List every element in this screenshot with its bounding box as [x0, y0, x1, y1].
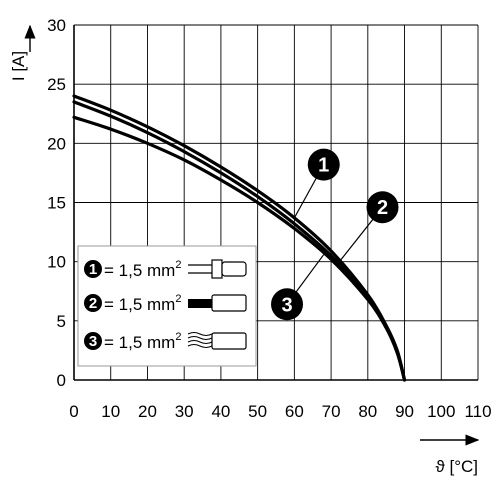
ferrule-without-collar-icon [188, 294, 247, 312]
y-tick-label-0: 0 [57, 371, 66, 390]
legend-badge-1-label: 1 [89, 261, 97, 278]
legend-item-1: 1 = 1,5 mm2 [84, 259, 247, 280]
legend-item-3-text: = 1,5 mm2 [104, 331, 181, 352]
x-tick-label-50: 50 [248, 402, 267, 421]
stranded-wire-icon [187, 332, 247, 350]
x-tick-label-0: 0 [69, 402, 78, 421]
x-tick-label-30: 30 [175, 402, 194, 421]
legend-badge-3-label: 3 [89, 333, 97, 350]
x-tick-label-70: 70 [322, 402, 341, 421]
x-tick-label-80: 80 [358, 402, 377, 421]
legend-item-1-text: = 1,5 mm2 [104, 259, 181, 280]
legend-item-3: 3 = 1,5 mm2 [84, 331, 247, 352]
tick-labels: 0 10 20 30 40 50 60 70 80 90 100 110 0 5 10 15 20 25 30 [47, 16, 491, 421]
y-tick-label-15: 15 [47, 194, 66, 213]
ferrule-with-plastic-collar-icon [188, 259, 247, 279]
y-tick-label-20: 20 [47, 134, 66, 153]
callout-label-1: 1 [318, 155, 329, 177]
callout-badge-1 [307, 148, 340, 181]
y-axis-label: I [A] [9, 51, 28, 81]
y-tick-label-10: 10 [47, 253, 66, 272]
legend-badge-2 [84, 294, 102, 312]
legend-item-2: 2 = 1,5 mm2 [84, 293, 247, 314]
legend-item-2-text: = 1,5 mm2 [104, 293, 181, 314]
legend: 1 = 1,5 mm2 2 = 1,5 mm2 3 [77, 245, 257, 367]
x-tick-label-20: 20 [138, 402, 157, 421]
x-tick-label-110: 110 [464, 402, 491, 421]
x-tick-label-60: 60 [285, 402, 304, 421]
grid [73, 24, 479, 381]
callouts: 1 2 3 [271, 148, 399, 321]
callout-badge-3 [271, 288, 304, 321]
callout-label-3: 3 [281, 294, 292, 316]
x-tick-label-40: 40 [211, 402, 230, 421]
x-tick-label-90: 90 [395, 402, 414, 421]
legend-badge-2-label: 2 [89, 295, 97, 312]
x-axis-label: ϑ [°C] [435, 457, 478, 476]
legend-badge-1 [84, 260, 102, 278]
series-line-3 [72, 115, 407, 382]
callout-badge-2 [366, 191, 399, 224]
y-tick-label-25: 25 [47, 75, 66, 94]
y-tick-label-5: 5 [57, 312, 66, 331]
legend-badge-3 [84, 332, 102, 350]
curves [72, 94, 407, 382]
callout-label-2: 2 [377, 197, 388, 219]
y-tick-label-30: 30 [47, 16, 66, 35]
x-tick-label-100: 100 [427, 402, 455, 421]
x-tick-label-10: 10 [101, 402, 120, 421]
